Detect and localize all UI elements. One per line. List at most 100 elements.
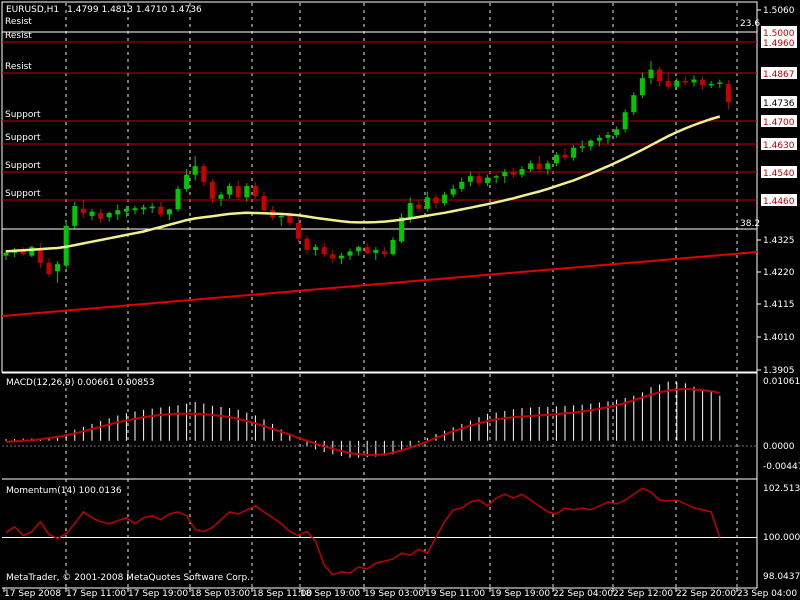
candle-bear [330,254,336,259]
candle-bear [536,163,542,170]
level-name: Resist [5,31,32,41]
time-tick-label: 19 Sep 19:00 [490,589,550,599]
moving-average-line [5,115,721,253]
momentum-title: Momentum(14) 100.0136 [6,486,122,496]
candle-bear [682,80,688,83]
candle-bull [89,211,95,216]
time-tick-label: 19 Sep 03:00 [364,589,424,599]
level-price-label: 1.4960 [763,39,795,49]
level-price-box [761,67,797,79]
level-lines[interactable]: Resist 1.4960 Resist 1.4867 Support 1.4700 Sup… [2,31,797,207]
level-name: Support [5,189,41,199]
candle-bull [588,140,594,147]
level-price-label: 1.4460 [763,197,795,207]
candle-bull [596,137,602,141]
candle-bear [287,214,293,223]
candle-bear [562,154,568,158]
candle-bull [545,163,551,170]
candle-bull [605,134,611,138]
candle-bull [184,174,190,189]
candle-bear [665,80,671,87]
time-tick-label: 17 Sep 2008 [4,589,61,599]
candle-bear [46,262,52,275]
candle-bull [485,177,491,184]
candle-bull [29,247,35,256]
candle-bear [304,238,310,250]
candle-bear [725,84,731,103]
fib-price-label: 1.5000 [763,29,795,39]
level-price-label: 1.4630 [763,141,795,151]
candle-bear [476,176,482,184]
candle-bull [338,255,344,259]
macd-signal-line [5,387,720,456]
candle-bull [639,78,645,96]
vertical-grid [65,3,738,587]
candles-layer [3,61,731,283]
level-price-box [761,166,797,178]
macd-layer: 0.01061 0.0000 -0.00447 [2,377,800,472]
momentum-axis-label: 100.0000 [763,533,800,543]
candle-bull [141,207,147,210]
current-price-box [761,96,797,109]
price-tick-label: 1.4115 [763,300,795,310]
candle-bear [158,206,164,215]
trendline-layer[interactable] [1,251,758,317]
price-tick-label: 1.4220 [763,268,795,278]
candle-bull [313,247,319,250]
candle-bull [493,176,499,178]
level-name: Support [5,110,41,120]
candle-bear [381,251,387,255]
candle-bull [373,249,379,253]
macd-title: MACD(12,26,9) 0.00661 0.00853 [6,378,155,388]
price-tick-label: 1.4325 [763,236,795,246]
level-price-box [761,194,797,206]
current-price-label: 1.4736 [763,99,795,109]
price-tick-label: 1.4010 [763,333,795,343]
momentum-layer: 102.5134 100.0000 98.0437 [2,484,800,582]
level-price-box [761,115,797,127]
level-price-box [761,36,797,48]
candle-bull [149,206,155,209]
candle-bull [55,264,61,272]
candle-bull [106,213,112,218]
candle-bull [674,80,680,87]
candle-bear [37,248,43,263]
level-price-label: 1.4540 [763,169,795,179]
time-tick-label: 18 Sep 03:00 [190,589,250,599]
fibonacci-lines[interactable]: 23.61.5000 38.2 Resist [2,17,797,230]
fib-label: 23.6 [740,19,760,29]
candle-bull [691,79,697,83]
candle-bull [356,247,362,252]
candle-bear [364,247,370,253]
candle-bear [98,213,104,219]
candle-bull [399,217,405,242]
level-name: Resist [5,17,32,27]
momentum-axis-label: 102.5134 [763,484,800,494]
candle-bull [450,188,456,195]
candle-bear [657,69,663,81]
momentum-line [5,487,721,576]
candle-bear [700,79,706,86]
time-tick-label: 22 Sep 20:00 [676,589,736,599]
candle-bull [175,188,181,210]
macd-axis-label: 0.0000 [763,442,795,452]
level-name: Support [5,133,41,143]
candle-bull [717,82,723,84]
fib-label: 38.2 [740,219,760,229]
level-name: Support [5,161,41,171]
candle-bear [235,186,241,198]
price-tick-label: 1.3905 [763,366,795,376]
candle-bull [424,197,430,209]
time-tick-label: 17 Sep 11:00 [66,589,126,599]
time-tick-label: 19 Sep 11:00 [425,589,485,599]
candle-bull [648,69,654,79]
candle-bull [708,83,714,86]
time-tick-label: 18 Sep 19:00 [300,589,360,599]
axes-layer: 17 Sep 2008 17 Sep 11:00 17 Sep 19:00 18 Se… [3,6,797,599]
candle-bull [467,176,473,182]
candle-bull [132,208,138,211]
candle-bull [519,169,525,175]
time-tick-label: 18 Sep 11:00 [252,589,312,599]
